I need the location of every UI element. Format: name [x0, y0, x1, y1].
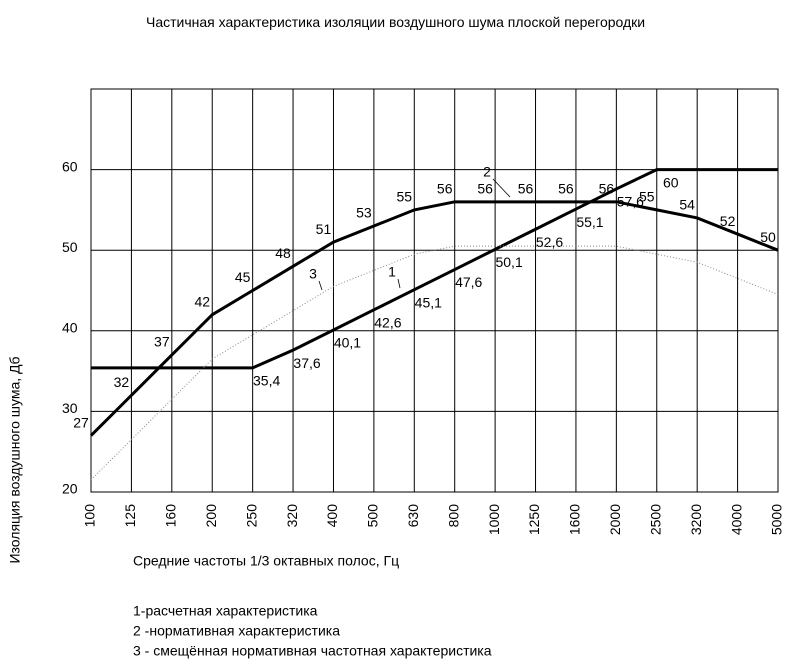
data-label: 55,1: [576, 214, 603, 230]
series-name: 2: [483, 164, 491, 180]
data-label: 53: [356, 205, 372, 221]
x-tick-label: 500: [365, 504, 381, 528]
x-tick-label: 800: [445, 504, 461, 528]
data-label: 48: [275, 245, 291, 261]
x-tick-label: 630: [405, 504, 421, 528]
x-tick-label: 3200: [688, 504, 704, 535]
data-label: 32: [114, 374, 130, 390]
data-label: 40,1: [334, 335, 361, 351]
data-label: 54: [679, 197, 695, 213]
x-axis-label: Средние частоты 1/3 октавных полос, Гц: [133, 553, 399, 569]
data-label: 56: [437, 181, 453, 197]
x-tick-label: 200: [203, 504, 219, 528]
legend-entry: 2 -нормативная характеристика: [133, 623, 340, 639]
data-label: 45,1: [415, 294, 442, 310]
series-name: 1: [388, 264, 396, 280]
data-label: 37: [154, 334, 170, 350]
x-tick-label: 4000: [728, 504, 744, 535]
data-label: 55: [639, 189, 655, 205]
y-tick-label: 50: [62, 239, 78, 255]
x-tick-label: 5000: [769, 504, 785, 535]
data-label: 35,4: [253, 373, 280, 389]
x-tick-label: 400: [324, 504, 340, 528]
x-tick-label: 2000: [607, 504, 623, 535]
x-tick-label: 1250: [526, 504, 542, 535]
data-label: 55: [397, 189, 413, 205]
data-label: 45: [235, 269, 251, 285]
x-tick-label: 2500: [647, 504, 663, 535]
y-tick-label: 60: [62, 158, 78, 174]
data-label: 60: [663, 174, 679, 190]
data-label: 56: [477, 181, 493, 197]
legend-entry: 3 - смещённая нормативная частотная хара…: [133, 643, 492, 659]
legend-entry: 1-расчетная характеристика: [133, 603, 318, 619]
x-tick-label: 125: [122, 504, 138, 528]
plot-frame: [90, 88, 779, 493]
y-tick-label: 40: [62, 320, 78, 336]
x-tick-label: 100: [82, 504, 98, 528]
y-axis-label: Изоляция воздушного шума, Дб: [7, 356, 23, 563]
data-label: 37,6: [293, 355, 320, 371]
x-tick-label: 1000: [486, 504, 502, 535]
data-label: 42: [194, 293, 210, 309]
data-label: 50: [760, 229, 776, 245]
y-tick-label: 30: [62, 400, 78, 416]
data-label: 42,6: [374, 315, 401, 331]
data-label: 56: [518, 181, 534, 197]
series-line: [91, 168, 778, 370]
data-label: 50,1: [495, 254, 522, 270]
x-tick-label: 160: [163, 504, 179, 528]
data-label: 56: [558, 181, 574, 197]
y-tick-label: 20: [62, 481, 78, 497]
data-label: 52,6: [536, 234, 563, 250]
data-label: 51: [316, 221, 332, 237]
series-leader: [397, 278, 401, 289]
series-leader: [492, 178, 511, 198]
data-label: 56: [599, 181, 615, 197]
series-leader: [318, 280, 323, 291]
chart-title: Частичная характеристика изоляции воздуш…: [146, 14, 646, 30]
series-line: [89, 200, 779, 437]
series-name: 3: [309, 266, 317, 282]
x-tick-label: 320: [284, 504, 300, 528]
data-label: 47,6: [455, 274, 482, 290]
data-label: 27: [73, 414, 89, 430]
x-tick-label: 1600: [567, 504, 583, 535]
data-label: 52: [720, 213, 736, 229]
series-line: [90, 245, 779, 481]
x-tick-label: 250: [243, 504, 259, 528]
